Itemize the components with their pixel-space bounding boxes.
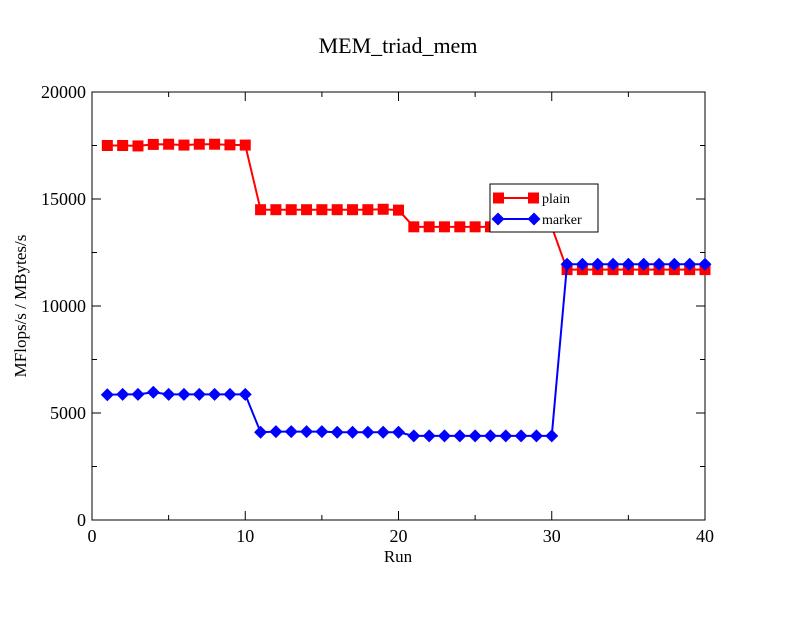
- data-point-marker: [392, 425, 405, 439]
- data-point-marker: [223, 387, 237, 401]
- x-tick-label: 30: [543, 526, 561, 546]
- data-point-plain: [301, 204, 313, 216]
- series-marker: [100, 257, 712, 443]
- data-point-marker: [162, 387, 176, 401]
- y-tick-label: 10000: [41, 296, 86, 316]
- y-tick-label: 0: [77, 510, 86, 530]
- data-point-marker: [468, 429, 482, 443]
- x-tick-label: 10: [236, 526, 254, 546]
- legend: plain marker: [489, 183, 599, 233]
- data-point-marker: [284, 425, 298, 439]
- x-tick-label: 20: [390, 526, 408, 546]
- data-point-marker: [346, 425, 360, 439]
- legend-marker-marker: [527, 212, 541, 226]
- data-point-marker: [606, 257, 620, 271]
- data-point-plain: [163, 138, 175, 150]
- series-line-plain: [107, 143, 705, 271]
- data-point-plain: [469, 221, 481, 233]
- series-line-marker: [107, 263, 705, 437]
- data-point-plain: [377, 203, 389, 215]
- x-axis-label: Run: [384, 547, 413, 566]
- data-point-plain: [454, 221, 466, 233]
- data-point-plain: [193, 138, 205, 150]
- data-point-plain: [117, 140, 129, 151]
- legend-marker-marker: [491, 212, 505, 226]
- data-point-marker: [146, 385, 160, 399]
- data-point-marker: [514, 429, 528, 443]
- data-point-marker: [131, 387, 145, 401]
- data-point-marker: [254, 425, 268, 439]
- y-tick-label: 15000: [41, 189, 86, 209]
- data-point-marker: [483, 429, 497, 443]
- data-point-marker: [192, 387, 206, 401]
- data-point-marker: [269, 425, 283, 439]
- data-point-plain: [423, 221, 435, 233]
- data-point-marker: [499, 429, 513, 443]
- data-point-marker: [330, 425, 344, 439]
- data-point-plain: [178, 139, 190, 151]
- data-point-plain: [331, 204, 343, 216]
- data-point-marker: [422, 429, 436, 443]
- data-point-marker: [437, 429, 451, 443]
- plot-frame: [91, 91, 706, 521]
- legend-label-plain: plain: [542, 192, 570, 207]
- data-point-marker: [177, 387, 191, 401]
- data-point-marker: [100, 388, 114, 402]
- y-tick-label: 20000: [41, 82, 86, 102]
- data-point-marker: [361, 425, 375, 439]
- data-point-marker: [575, 257, 589, 271]
- data-point-plain: [224, 139, 236, 151]
- series-layer: [100, 138, 712, 443]
- data-point-plain: [239, 139, 251, 151]
- legend-box: [489, 183, 599, 233]
- data-point-marker: [667, 257, 681, 271]
- data-point-plain: [393, 204, 404, 216]
- data-point-marker: [315, 425, 329, 439]
- axes: 0 10 20 30 40 0 5000 10000 15000 20000: [41, 82, 714, 546]
- series-plain: [101, 138, 711, 276]
- data-point-plain: [438, 221, 450, 233]
- data-point-marker: [453, 429, 467, 443]
- data-point-marker: [637, 257, 651, 271]
- data-point-marker: [652, 257, 666, 271]
- data-point-plain: [347, 204, 359, 216]
- data-point-marker: [376, 425, 390, 439]
- y-tick-label: 5000: [50, 403, 86, 423]
- data-point-plain: [101, 140, 113, 151]
- data-point-marker: [591, 257, 605, 271]
- data-point-marker: [300, 425, 314, 439]
- data-point-marker: [621, 257, 635, 271]
- x-tick-label: 40: [696, 526, 714, 546]
- legend-marker-plain: [493, 192, 504, 204]
- data-point-marker: [238, 387, 252, 401]
- data-point-marker: [116, 387, 130, 401]
- legend-marker-plain: [528, 192, 539, 204]
- data-point-plain: [270, 204, 282, 216]
- data-point-marker: [529, 429, 543, 443]
- x-tick-label: 0: [88, 526, 97, 546]
- data-point-marker: [407, 429, 421, 443]
- data-point-marker: [208, 387, 222, 401]
- data-point-marker: [545, 429, 559, 443]
- data-point-plain: [132, 140, 144, 152]
- data-point-plain: [255, 204, 267, 216]
- data-point-plain: [408, 221, 420, 233]
- data-point-plain: [362, 204, 374, 216]
- y-axis-label: MFlops/s / MBytes/s: [11, 235, 30, 378]
- data-point-marker: [683, 257, 697, 271]
- chart-title: MEM_triad_mem: [319, 33, 478, 58]
- data-point-marker: [560, 257, 574, 271]
- data-point-plain: [147, 138, 159, 150]
- legend-label-marker: marker: [542, 213, 582, 228]
- data-point-plain: [285, 204, 297, 216]
- data-point-plain: [209, 138, 221, 150]
- data-point-marker: [698, 257, 712, 271]
- data-point-plain: [316, 204, 328, 216]
